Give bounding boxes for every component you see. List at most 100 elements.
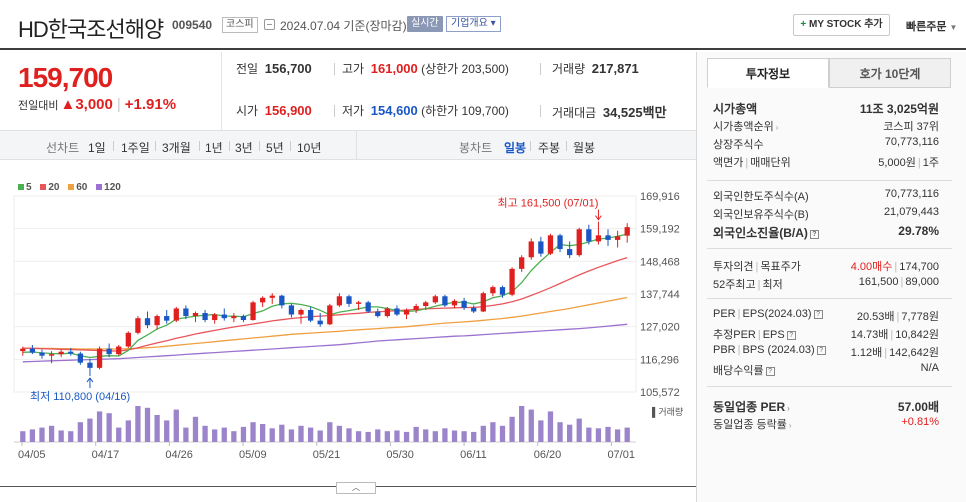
y-tick-label: 137,744 <box>640 289 680 301</box>
candle-body <box>96 348 103 368</box>
candle-chart-label: 봉차트 <box>459 141 493 155</box>
market-badge: 코스피 <box>222 17 258 33</box>
candlestick-chart[interactable]: 169,916 159,192 148,468 137,744 127,020 116,2… <box>0 186 696 466</box>
volume-bar <box>279 424 285 442</box>
add-mystock-button[interactable]: + MY STOCK 추가 <box>793 14 890 36</box>
candle-body <box>192 313 199 317</box>
ma60-line <box>22 296 628 350</box>
opinion-label: 투자의견 | 목표주가 <box>713 261 801 273</box>
candle-body <box>490 287 496 294</box>
candle-body <box>125 332 131 347</box>
candle-body <box>164 316 170 321</box>
candle-body <box>327 305 333 325</box>
min-arrow-head <box>86 377 94 383</box>
volume-bar <box>403 431 410 442</box>
volume-label: ▌거래량 <box>652 406 683 418</box>
legend-ma20: 20 <box>40 182 59 193</box>
candle-body <box>586 229 592 242</box>
help-icon[interactable]: ? <box>809 230 819 239</box>
company-info-button[interactable]: 기업개요 ▾ <box>446 16 501 32</box>
price-change: 전일대비 ▲3,000 | +1.91% <box>18 96 177 113</box>
candle-body <box>557 235 563 250</box>
min-price-label: 최저 110,800 (04/16) <box>30 390 130 403</box>
candle-body <box>20 348 26 352</box>
y-tick-label: 169,916 <box>640 191 680 203</box>
opinion-section: 투자의견 | 목표주가 4.00매수 | 174,700 52주최고 | 최저 161,500 |… <box>713 256 939 292</box>
change-amount: ▲3,000 <box>60 96 113 113</box>
period-1y[interactable]: 1년 <box>205 141 223 155</box>
chevron-down-icon: ▼ <box>949 23 958 32</box>
y-tick-label: 127,020 <box>640 322 680 334</box>
tab-investment-info[interactable]: 투자정보 <box>707 58 829 88</box>
volume-bar <box>116 427 122 442</box>
x-tick-label: 05/09 <box>239 449 267 461</box>
chart-legend: 5 20 60 120 <box>18 182 127 193</box>
industry-per-label[interactable]: 동일업종 PER › <box>713 400 790 414</box>
valuation-section: PER | EPS(2024.03)? 20.53배 | 7,778원 추정PER | EPS… <box>713 306 939 378</box>
help-icon[interactable]: ? <box>816 346 826 355</box>
volume-bar <box>413 426 419 442</box>
date-text: 2024.07.04 기준(장마감) <box>280 19 407 33</box>
rank-label[interactable]: 시가총액순위 › <box>713 121 779 133</box>
volume-bar <box>298 425 304 442</box>
candle-body <box>538 241 544 254</box>
candle-daily[interactable]: 일봉 <box>504 141 527 155</box>
volume-label: 거래량 <box>552 62 586 76</box>
x-tick-label: 04/26 <box>165 449 193 461</box>
est-per-value: 14.73배 | 10,842원 <box>850 329 939 341</box>
foreign-limit-label: 외국인한도주식수(A) <box>713 191 809 203</box>
change-percent: +1.91% <box>124 96 177 113</box>
quick-order-button[interactable]: 빠른주문 ▼ <box>906 18 957 34</box>
stock-name: HD한국조선해양 <box>18 17 164 42</box>
candle-body <box>317 320 323 325</box>
volume-bar <box>346 428 352 442</box>
trade-amount: 거래대금 34,525백만 <box>552 102 667 121</box>
candle-body <box>279 295 285 306</box>
candle-body <box>68 351 74 354</box>
high-value: 161,000 <box>370 61 418 76</box>
period-1d[interactable]: 1일 <box>88 141 106 155</box>
candle-body <box>288 305 295 315</box>
volume-bar <box>327 422 333 442</box>
candle-monthly[interactable]: 월봉 <box>573 141 596 155</box>
volume-bar <box>183 427 189 442</box>
volume-bar <box>557 422 563 442</box>
y-tick-label: 116,296 <box>640 354 679 366</box>
prev-close-value: 156,700 <box>264 61 312 76</box>
shares-value: 70,773,116 <box>884 136 939 148</box>
period-10y[interactable]: 10년 <box>297 141 322 155</box>
tab-order-book[interactable]: 호가 10단계 <box>829 58 951 88</box>
industry-change-value: +0.81% <box>901 416 939 428</box>
volume-bar <box>221 427 227 442</box>
collapse-button[interactable]: ︿ <box>336 482 376 494</box>
volume-bar <box>307 427 314 442</box>
period-3m[interactable]: 3개월 <box>162 141 191 155</box>
candle-body <box>116 346 122 355</box>
legend-ma5: 5 <box>18 182 32 193</box>
investment-info-panel: 투자정보 호가 10단계 시가총액 11조 3,025억원 시가총액순위 › 코스피 … <box>696 52 966 502</box>
volume-bar <box>509 416 515 442</box>
candle-body <box>307 309 314 321</box>
candle-body <box>576 229 582 256</box>
info-tabs: 투자정보 호가 10단계 <box>707 58 952 88</box>
volume-bar <box>614 429 621 442</box>
period-3y[interactable]: 3년 <box>235 141 253 155</box>
help-icon[interactable]: ? <box>813 310 823 319</box>
industry-change-label[interactable]: 동일업종 등락률 › <box>713 419 792 431</box>
period-1w[interactable]: 1주일 <box>121 141 150 155</box>
period-5y[interactable]: 5년 <box>266 141 284 155</box>
help-icon[interactable]: ? <box>765 367 775 376</box>
x-tick-label: 06/11 <box>460 449 487 461</box>
volume-bar <box>471 431 477 442</box>
volume-bar <box>384 431 390 442</box>
realtime-button[interactable]: 실시간 <box>407 16 443 32</box>
volume-bar <box>355 431 362 442</box>
candle-weekly[interactable]: 주봉 <box>538 141 561 155</box>
help-icon[interactable]: ? <box>786 331 796 340</box>
low-label: 저가 <box>342 104 365 118</box>
par-label: 액면가 | 매매단위 <box>713 157 791 169</box>
industry-per-value: 57.00배 <box>897 400 939 414</box>
candle-body <box>48 354 55 356</box>
candle-body <box>461 300 467 308</box>
volume-bar <box>442 428 448 442</box>
